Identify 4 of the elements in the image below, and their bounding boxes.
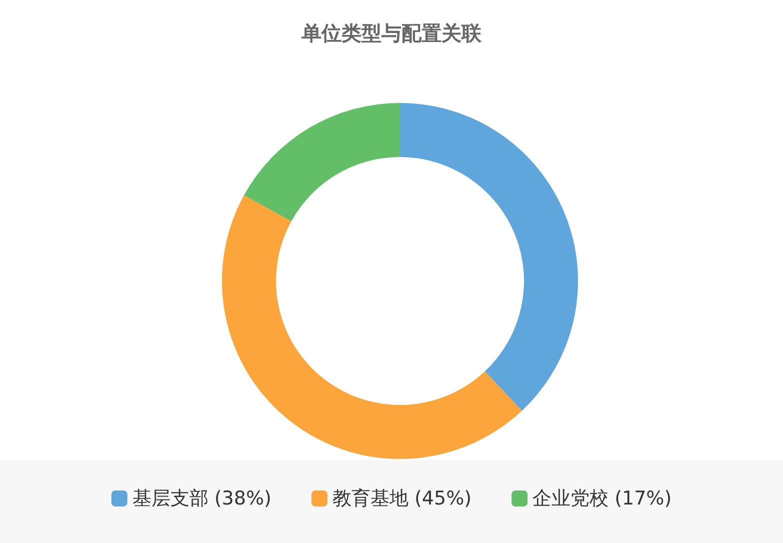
chart-title: 单位类型与配置关联 — [300, 21, 482, 45]
legend-label: 基层支部 (38%) — [132, 488, 272, 510]
legend-label: 教育基地 (45%) — [332, 488, 472, 510]
legend-label: 企业党校 (17%) — [532, 488, 672, 510]
